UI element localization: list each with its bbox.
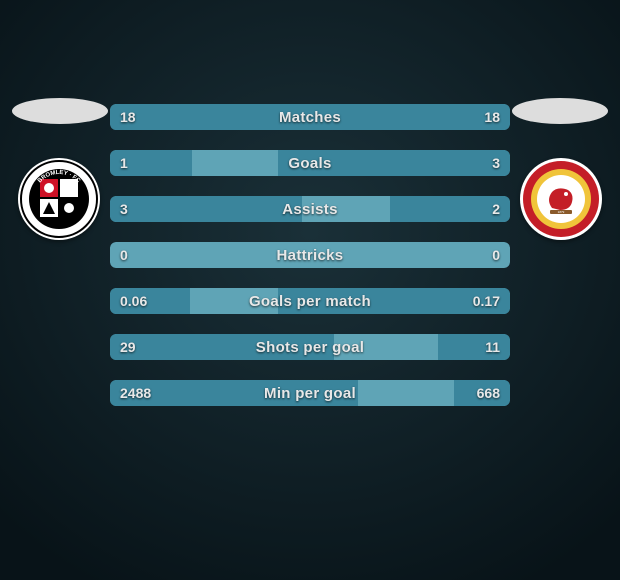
stat-value-left: 3: [110, 196, 138, 222]
stat-label: Hattricks: [110, 242, 510, 268]
player-left-ellipse: [12, 98, 108, 124]
stat-value-left: 2488: [110, 380, 161, 406]
stat-row: Matches18 18: [110, 104, 510, 130]
stat-row: Goals1 3: [110, 150, 510, 176]
stat-label: Assists: [110, 196, 510, 222]
crest-right-icon: 1879: [522, 160, 600, 238]
stat-value-right: 3: [482, 150, 510, 176]
stat-label: Matches: [110, 104, 510, 130]
stat-row: Goals per match0.06 0.17: [110, 288, 510, 314]
svg-text:1879: 1879: [558, 210, 565, 214]
player-right-ellipse: [512, 98, 608, 124]
crest-left-icon: BROMLEY · FC: [20, 160, 98, 238]
stat-value-right: 18: [474, 104, 510, 130]
stat-row: Min per goal2488 668: [110, 380, 510, 406]
stat-value-right: 11: [475, 334, 510, 360]
club-crest-left: BROMLEY · FC: [18, 158, 100, 240]
stat-label: Shots per goal: [110, 334, 510, 360]
stat-label: Min per goal: [110, 380, 510, 406]
stats-bars: Matches1818Goals13Assists32Hattricks00Go…: [110, 104, 510, 406]
stat-value-left: 18: [110, 104, 146, 130]
stat-value-right: 0: [482, 242, 510, 268]
stat-value-right: 2: [482, 196, 510, 222]
stat-label: Goals: [110, 150, 510, 176]
stat-value-left: 1: [110, 150, 138, 176]
stat-row: Hattricks0 0: [110, 242, 510, 268]
stat-value-right: 668: [467, 380, 510, 406]
stat-value-left: 0.06: [110, 288, 157, 314]
stat-value-left: 29: [110, 334, 146, 360]
stat-value-left: 0: [110, 242, 138, 268]
stat-label: Goals per match: [110, 288, 510, 314]
club-crest-right: 1879: [520, 158, 602, 240]
stat-row: Assists3 2: [110, 196, 510, 222]
stat-row: Shots per goal29 11: [110, 334, 510, 360]
stat-value-right: 0.17: [463, 288, 510, 314]
